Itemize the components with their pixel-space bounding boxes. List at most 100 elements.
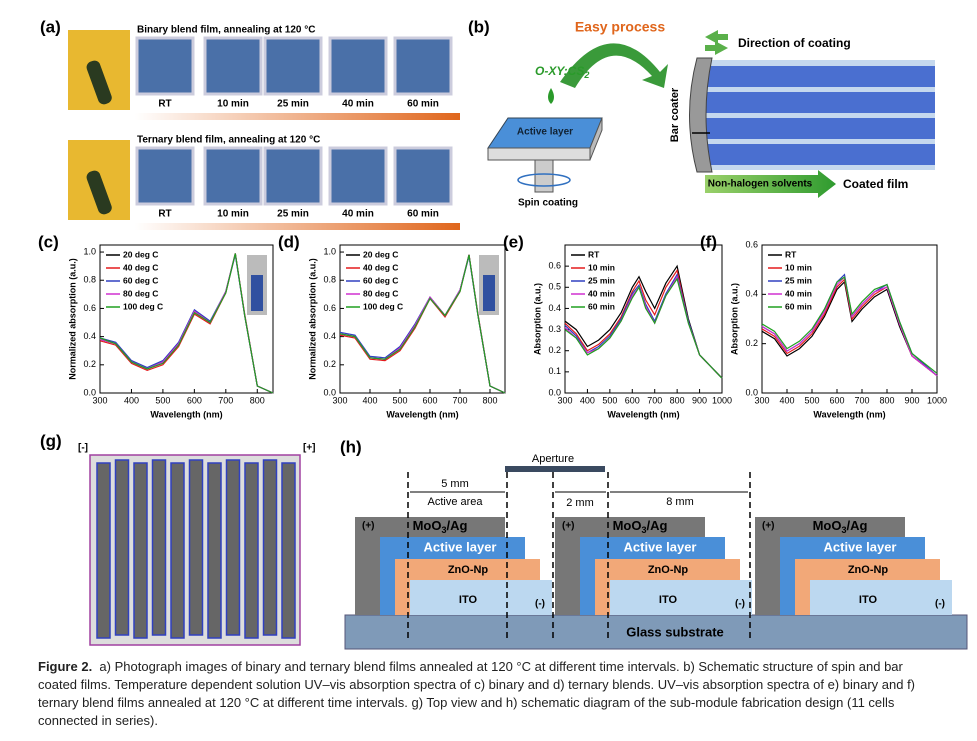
moo-rest: /Ag — [646, 518, 667, 533]
x-axis-label: Wavelength (nm) — [386, 409, 458, 419]
series-line — [99, 253, 274, 394]
film — [328, 36, 388, 96]
stripe — [705, 144, 935, 165]
y-tick-label: 0.6 — [548, 261, 561, 271]
nonhalogen-label: Non-halogen solvents — [708, 179, 813, 190]
cell — [170, 462, 185, 639]
y-tick-label: 0.2 — [745, 338, 758, 348]
easy-process: Easy process — [575, 19, 665, 35]
y-tick-label: 0.5 — [548, 282, 561, 292]
dim: 8 mm — [666, 496, 694, 508]
panel-label: (e) — [503, 232, 524, 251]
cell — [96, 462, 111, 639]
x-tick-label: 800 — [670, 395, 685, 405]
x-tick-label: 600 — [625, 395, 640, 405]
green-arrow — [705, 170, 836, 198]
ito-label: ITO — [459, 594, 478, 606]
x-tick-label: 600 — [422, 395, 437, 405]
cell — [281, 462, 296, 639]
x-tick-label: 800 — [250, 395, 265, 405]
spin-arrow — [517, 173, 571, 187]
y-tick-label: 0.4 — [83, 331, 96, 341]
x-tick-label: 600 — [829, 395, 844, 405]
plus: (+) — [562, 521, 575, 532]
plot-frame — [339, 244, 506, 394]
legend-label: 60 deg C — [363, 275, 398, 285]
caption-text: a) Photograph images of binary and terna… — [38, 659, 916, 728]
spindle — [534, 159, 554, 193]
panel-label: (h) — [340, 437, 362, 456]
x-axis-label: Wavelength (nm) — [813, 409, 885, 419]
y-tick-label: 0.0 — [83, 387, 96, 397]
y-tick-label: 0.1 — [548, 366, 561, 376]
x-tick-label: 500 — [155, 395, 170, 405]
legend-label: 20 deg C — [363, 249, 398, 259]
moo-label: MoO3/Ag — [413, 518, 468, 535]
vial — [86, 60, 112, 105]
plot-frame — [761, 244, 938, 394]
x-tick-label: 700 — [647, 395, 662, 405]
row-title: Binary blend film, annealing at 120 °C — [137, 25, 316, 36]
legend-label: 40 deg C — [363, 262, 398, 272]
bar-coater — [689, 57, 713, 173]
time-label: 40 min — [342, 99, 374, 110]
cells — [96, 459, 296, 639]
x-tick-label: 900 — [904, 395, 919, 405]
film — [263, 146, 323, 206]
vial — [86, 170, 112, 215]
legend-label: 25 min — [588, 275, 615, 285]
moo-label: MoO3/Ag — [613, 518, 668, 535]
minus: (-) — [535, 599, 545, 610]
active-label: Active layer — [824, 539, 897, 554]
cell — [114, 459, 130, 636]
direction-arrows — [705, 30, 728, 55]
cell — [262, 459, 278, 636]
ito-layer — [810, 580, 952, 615]
x-tick-label: 700 — [452, 395, 467, 405]
x-tick-label: 400 — [779, 395, 794, 405]
arrow — [560, 43, 668, 88]
cell — [225, 459, 241, 636]
y-axis-label: Absorption (a.u.) — [729, 283, 739, 355]
legend-label: 25 min — [785, 275, 812, 285]
ito-label: ITO — [859, 594, 878, 606]
plus: (+) — [762, 521, 775, 532]
time-label: 10 min — [217, 209, 249, 220]
plot-frame — [99, 244, 274, 394]
stripe — [705, 66, 935, 87]
coated-label: Coated film — [843, 177, 908, 191]
active-label: Active layer — [624, 539, 697, 554]
x-tick-label: 1000 — [712, 395, 732, 405]
cell — [151, 459, 167, 636]
solvent-sub: 2 — [583, 70, 589, 80]
ito-label: ITO — [659, 594, 678, 606]
time-label: RT — [158, 99, 171, 110]
x-tick-label: 300 — [332, 395, 347, 405]
zno-label: ZnO-Np — [848, 564, 889, 576]
ito-layer — [410, 580, 552, 615]
legend-label: 80 deg C — [123, 288, 158, 298]
film — [393, 36, 453, 96]
time-label: 25 min — [277, 99, 309, 110]
legend-label: 40 deg C — [123, 262, 158, 272]
aperture-bar — [505, 466, 605, 472]
x-tick-label: 400 — [580, 395, 595, 405]
y-tick-label: 0.2 — [323, 359, 336, 369]
y-tick-label: 0.0 — [548, 387, 561, 397]
y-axis-label: Normalized absorption (a.u.) — [307, 258, 317, 380]
aperture-label: Aperture — [532, 453, 574, 465]
inset-vial — [483, 275, 495, 311]
legend-label: 100 deg C — [123, 301, 163, 311]
series-line — [761, 276, 938, 374]
bar-label: Bar coater — [669, 87, 681, 142]
y-tick-label: 0.8 — [83, 275, 96, 285]
zno-label: ZnO-Np — [448, 564, 489, 576]
chuck-side — [589, 117, 603, 161]
moo-sub: 3 — [841, 525, 846, 535]
moo: MoO — [613, 518, 642, 533]
legend-label: 100 deg C — [363, 301, 403, 311]
direction-label: Direction of coating — [738, 36, 851, 50]
x-tick-label: 400 — [124, 395, 139, 405]
x-tick-label: 500 — [804, 395, 819, 405]
x-axis-label: Wavelength (nm) — [607, 409, 679, 419]
